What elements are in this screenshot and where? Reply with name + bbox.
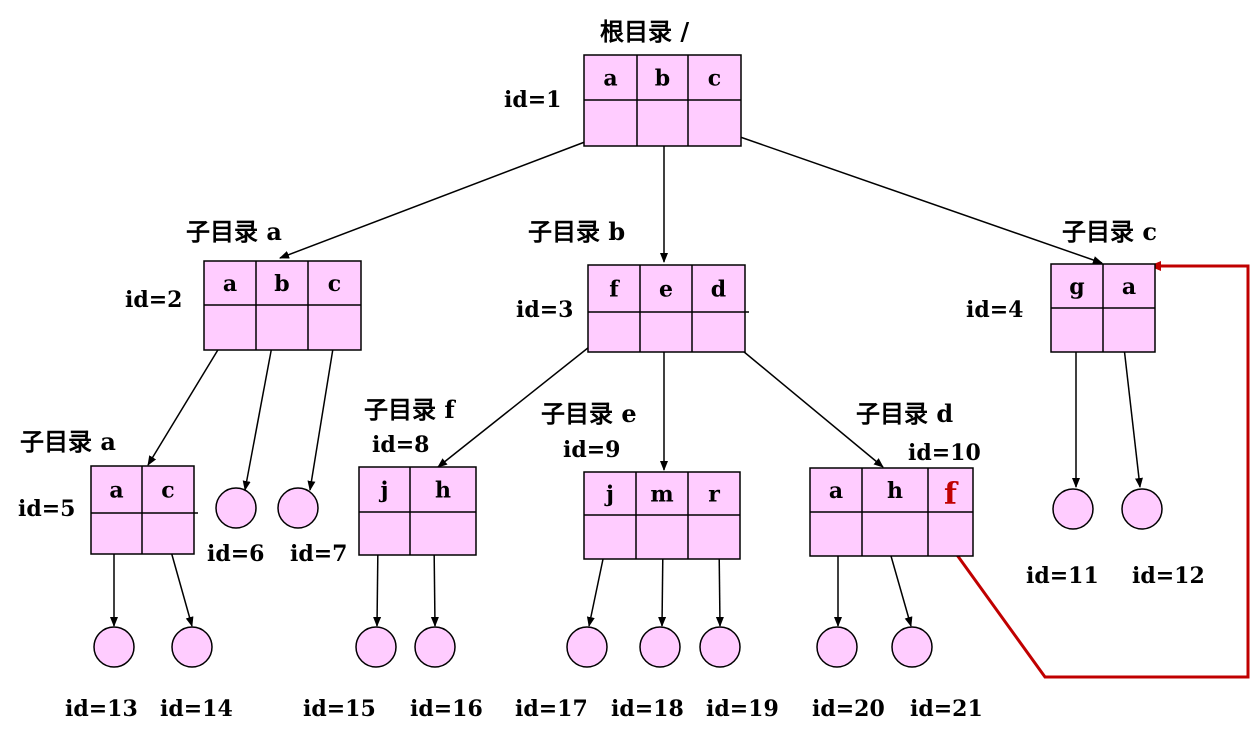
entry-name: e xyxy=(659,277,673,303)
entry-name: h xyxy=(887,478,903,504)
directory-box xyxy=(359,467,476,555)
file-id-label: id=19 xyxy=(706,696,779,722)
file-id-label: id=14 xyxy=(160,696,233,722)
file-id-label: id=12 xyxy=(1132,563,1205,589)
directory-title: 子目录 c xyxy=(1062,217,1157,246)
directory-title: 子目录 d xyxy=(856,399,953,428)
file-node-f20 xyxy=(817,627,857,667)
entry-name: r xyxy=(708,482,720,508)
file-node-f18 xyxy=(640,627,680,667)
file-id-label: id=13 xyxy=(65,696,138,722)
entry-name: f xyxy=(944,477,959,512)
directory-id-label: id=5 xyxy=(18,496,75,522)
directory-id-label: id=8 xyxy=(372,432,429,458)
entry-name: j xyxy=(379,478,389,504)
file-node-f17 xyxy=(567,627,607,667)
file-node-f14 xyxy=(172,627,212,667)
entry-name: a xyxy=(829,478,843,504)
file-node-f16 xyxy=(415,627,455,667)
file-id-label: id=20 xyxy=(812,696,885,722)
file-id-label: id=7 xyxy=(290,541,347,567)
directory-id-label: id=10 xyxy=(908,440,981,466)
entry-name: h xyxy=(435,478,451,504)
file-id-label: id=16 xyxy=(410,696,483,722)
directory-title: 子目录 a xyxy=(20,427,116,456)
directory-d2: a b c xyxy=(204,261,361,350)
entry-name: b xyxy=(655,66,670,92)
entry-name: c xyxy=(708,66,721,92)
directory-title: 子目录 a xyxy=(186,217,282,246)
file-node-f19 xyxy=(700,627,740,667)
entry-name: a xyxy=(223,271,237,297)
directory-id-label: id=4 xyxy=(966,297,1023,323)
file-node-f21 xyxy=(892,627,932,667)
directory-title: 子目录 b xyxy=(528,217,625,246)
file-node-f6 xyxy=(216,488,256,528)
edge-arrow xyxy=(1122,330,1140,487)
entry-name: f xyxy=(609,277,620,303)
file-node-f15 xyxy=(356,627,396,667)
entry-name: m xyxy=(650,482,673,508)
entry-name: g xyxy=(1069,274,1084,300)
directory-id-label: id=9 xyxy=(563,437,620,463)
directory-id-label: id=2 xyxy=(125,287,182,313)
file-node-f11 xyxy=(1053,489,1093,529)
file-id-label: id=15 xyxy=(303,696,376,722)
file-node-f7 xyxy=(278,488,318,528)
edge-arrow xyxy=(310,330,336,490)
edges xyxy=(114,130,1248,677)
entry-name: c xyxy=(328,271,341,297)
entry-name: a xyxy=(603,66,617,92)
file-id-label: id=17 xyxy=(515,696,588,722)
file-id-label: id=11 xyxy=(1026,563,1099,589)
file-node-f13 xyxy=(94,627,134,667)
directory-id-label: id=1 xyxy=(504,87,561,113)
edge-arrow xyxy=(720,130,1102,263)
directory-title: 子目录 f xyxy=(364,395,456,424)
file-id-label: id=18 xyxy=(611,696,684,722)
file-id-label: id=21 xyxy=(910,696,983,722)
entry-name: b xyxy=(274,271,289,297)
directory-root: a b c xyxy=(584,55,741,146)
entry-name: j xyxy=(604,482,614,508)
directory-title: 根目录 / xyxy=(600,17,689,46)
entry-name: a xyxy=(1122,274,1136,300)
directory-title: 子目录 e xyxy=(541,399,637,428)
entry-name: c xyxy=(161,478,174,504)
entry-name: d xyxy=(711,277,726,303)
edge-arrow xyxy=(245,330,275,490)
entry-name: a xyxy=(109,478,123,504)
file-node-f12 xyxy=(1122,489,1162,529)
directory-id-label: id=3 xyxy=(516,297,573,323)
file-id-label: id=6 xyxy=(207,541,264,567)
